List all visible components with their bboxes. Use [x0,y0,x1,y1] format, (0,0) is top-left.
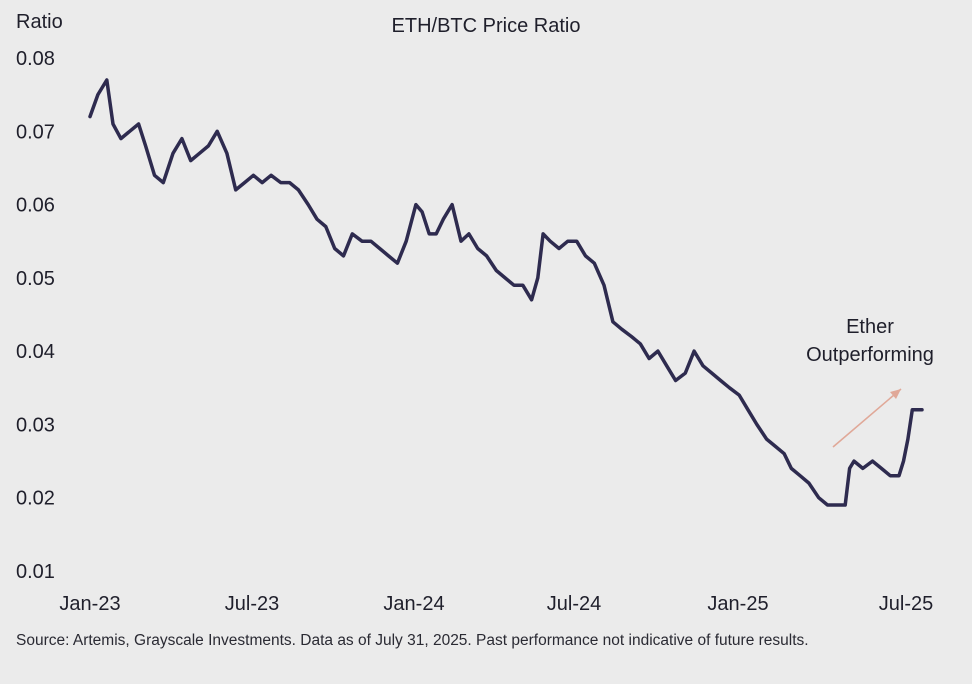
annotation-arrowhead [890,389,901,399]
y-tick-label: 0.03 [16,414,55,436]
chart-title: ETH/BTC Price Ratio [392,15,581,37]
y-tick-label: 0.04 [16,341,55,363]
x-tick-label: Jul-25 [879,593,933,615]
line-chart: Ratio ETH/BTC Price Ratio 0.010.020.030.… [16,11,934,615]
y-tick-label: 0.01 [16,561,55,583]
annotation-arrow [832,388,902,448]
annotation-line-2: Outperforming [806,344,934,366]
y-tick-label: 0.02 [16,488,55,510]
x-tick-labels: Jan-23 Jul-23 Jan-24 Jul-24 Jan-25 Jul-25 [59,593,933,615]
y-axis-label: Ratio [16,11,63,33]
annotation-line-1: Ether [846,316,894,338]
x-tick-label: Jul-24 [547,593,601,615]
y-tick-label: 0.07 [16,121,55,143]
source-footnote: Source: Artemis, Grayscale Investments. … [16,632,809,649]
x-tick-label: Jan-23 [59,593,120,615]
y-tick-label: 0.06 [16,195,55,217]
x-tick-label: Jul-23 [225,593,279,615]
x-tick-label: Jan-24 [383,593,444,615]
y-tick-label: 0.08 [16,48,55,70]
y-tick-labels: 0.01 0.02 0.03 0.04 0.05 0.06 0.07 0.08 [16,48,55,583]
data-line-eth-btc [88,78,924,507]
x-tick-label: Jan-25 [707,593,768,615]
y-tick-label: 0.05 [16,268,55,290]
